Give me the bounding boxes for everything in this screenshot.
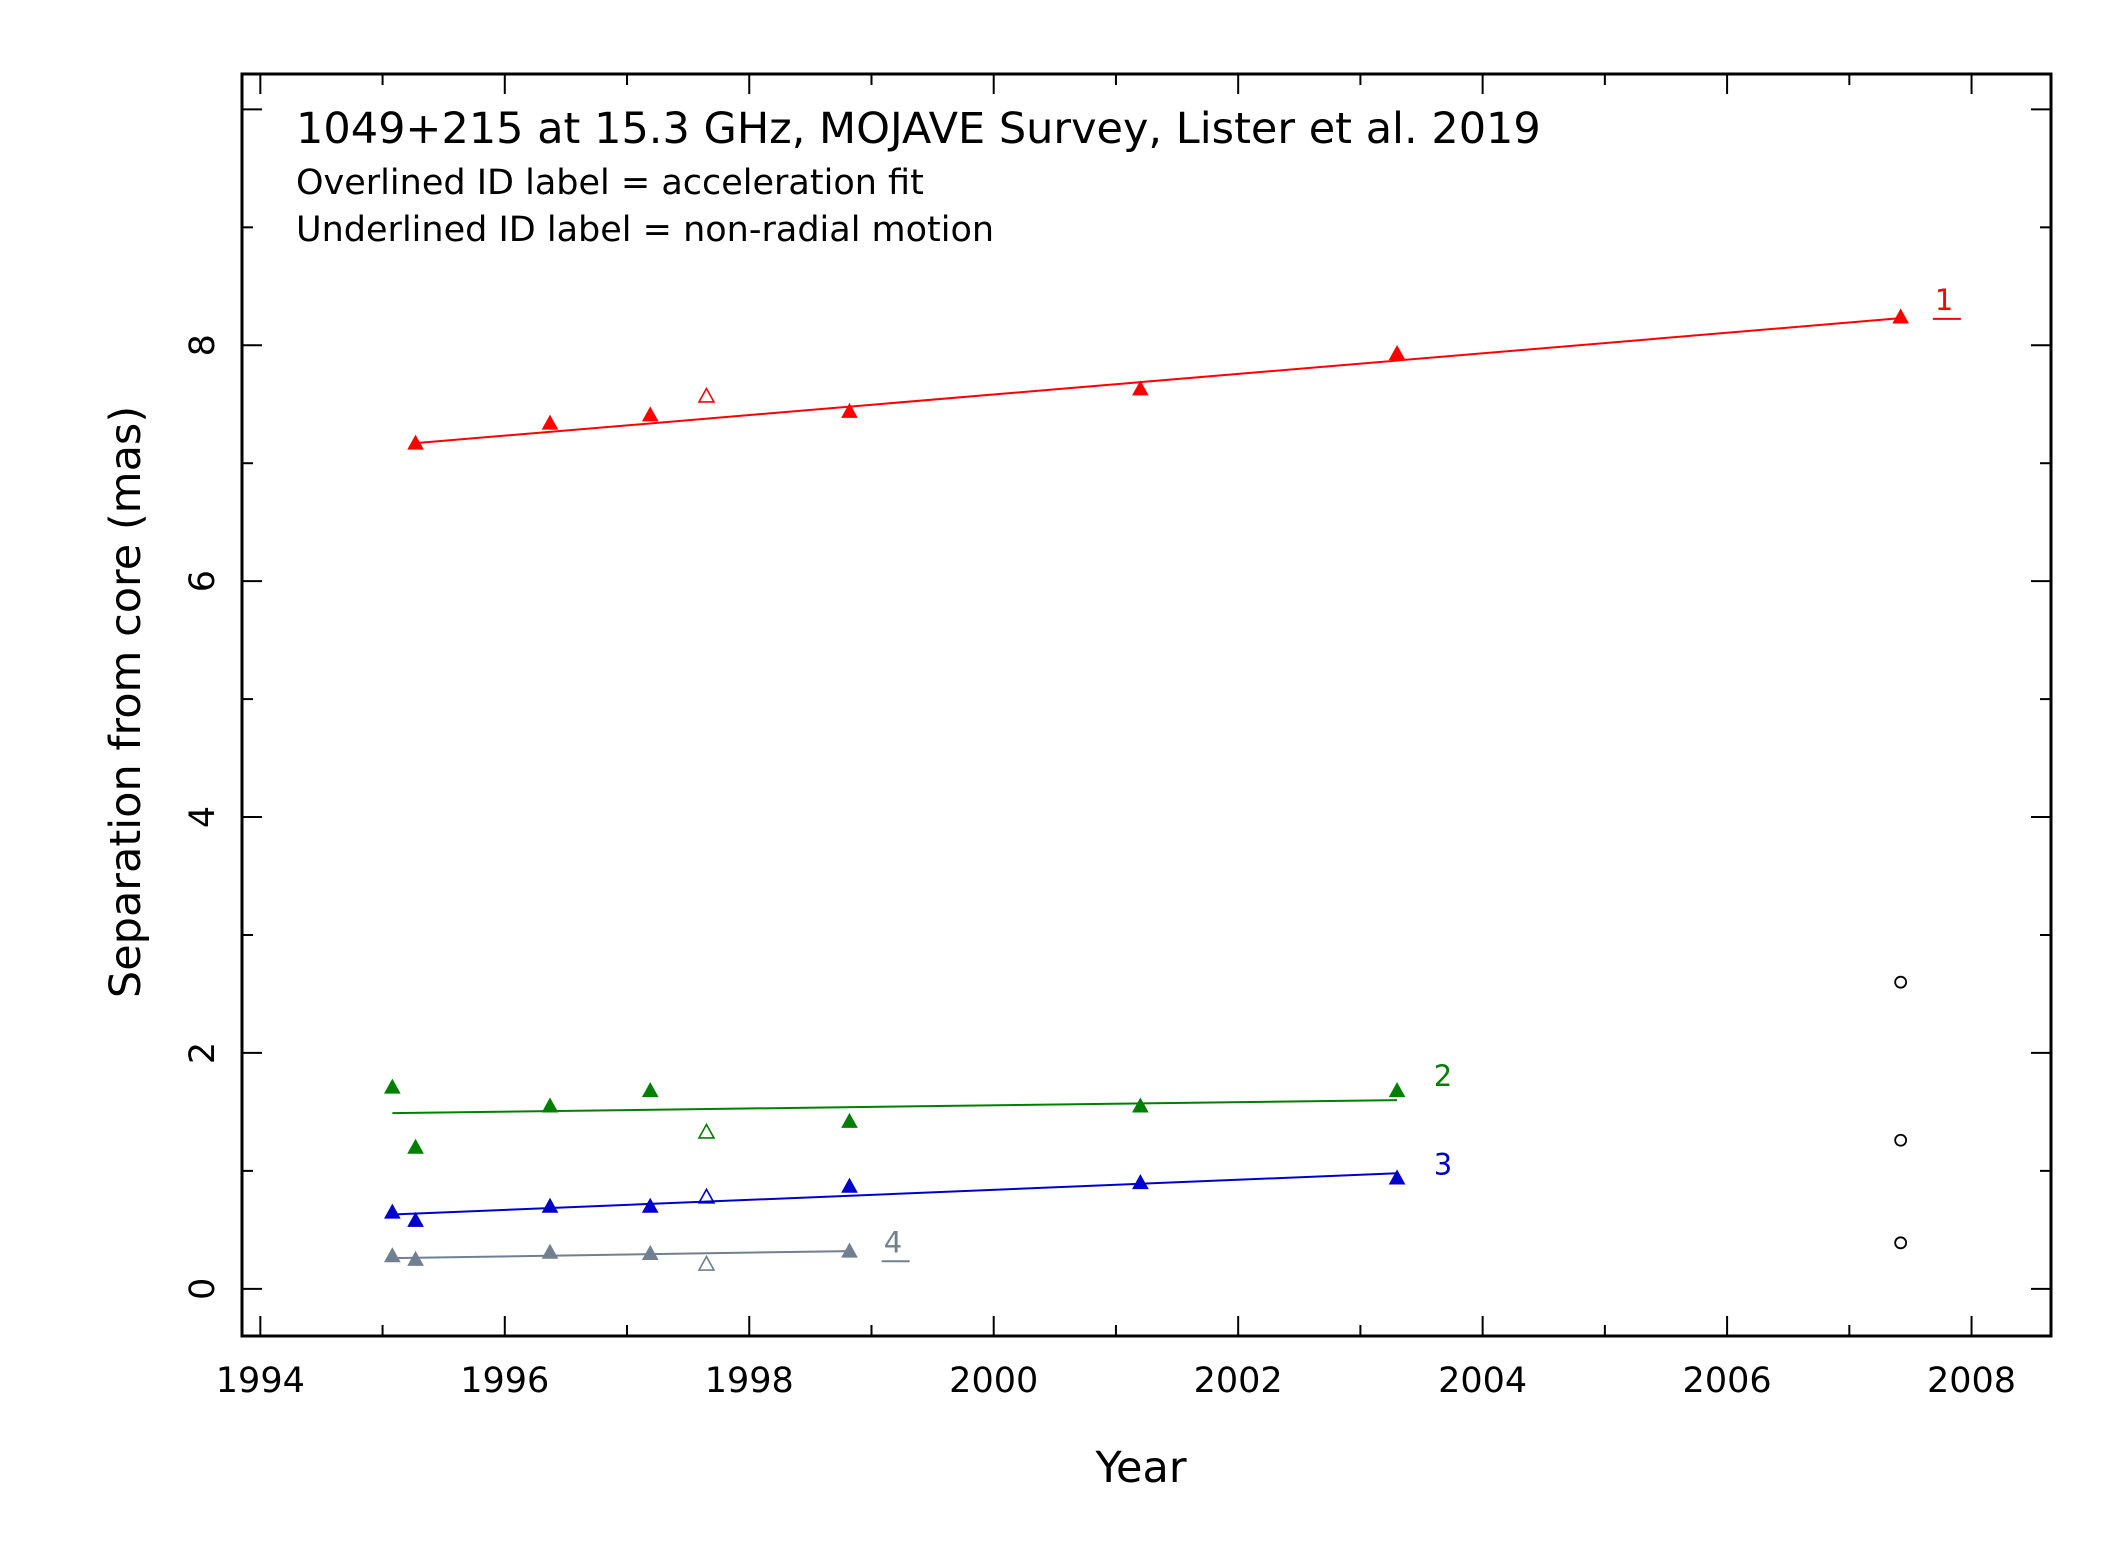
y-tick-label: 4 (183, 806, 223, 828)
data-point-4 (383, 1247, 401, 1263)
data-point-2 (1132, 1097, 1149, 1113)
plot-marks: 1 2 3 4 (383, 283, 1961, 1271)
open-point-1 (697, 386, 716, 403)
x-axis-label: Year (1094, 1443, 1186, 1493)
chart-note-acceleration: Overlined ID label = acceleration fit (296, 163, 924, 203)
data-point-1 (407, 434, 424, 450)
series-4: 4 (383, 1225, 910, 1271)
series-2: 2 (383, 1059, 1452, 1154)
series-1: 1 (407, 283, 1961, 450)
data-point-3 (841, 1177, 858, 1193)
data-point-2 (641, 1082, 659, 1098)
data-point-3 (641, 1197, 659, 1213)
data-point-1 (541, 414, 559, 430)
data-point-2 (383, 1078, 401, 1094)
y-axis-label: Separation from core (mas) (101, 406, 151, 998)
x-tick-label: 1994 (216, 1361, 305, 1401)
chart-title: 1049+215 at 15.3 GHz, MOJAVE Survey, Lis… (296, 104, 1541, 154)
fit-line-2 (392, 1099, 1398, 1115)
fit-line-3 (392, 1172, 1398, 1216)
data-point-1 (841, 402, 858, 418)
x-tick-label: 2002 (1194, 1361, 1283, 1401)
axes: 1994 1996 1998 2000 2002 2004 2006 2008 0 2 4 6 8 (183, 74, 2051, 1401)
unassigned-point (1894, 975, 1908, 989)
chart-note-nonradial: Underlined ID label = non-radial motion (296, 210, 994, 250)
y-tick-label: 2 (183, 1042, 223, 1064)
plot-frame (240, 72, 2053, 1338)
open-point-4 (697, 1254, 716, 1271)
data-point-4 (407, 1250, 424, 1266)
data-point-4 (541, 1243, 559, 1259)
unassigned-point (1894, 1236, 1908, 1250)
data-point-1 (1388, 344, 1406, 361)
fit-line-1 (415, 317, 1901, 445)
data-point-1 (641, 406, 659, 422)
unassigned-point (1894, 1133, 1908, 1147)
series-3: 3 (383, 1147, 1452, 1227)
x-tick-label: 1998 (705, 1361, 794, 1401)
data-point-3 (1132, 1174, 1149, 1190)
y-tick-label: 8 (183, 334, 223, 356)
data-point-3 (407, 1211, 424, 1227)
data-point-2 (541, 1097, 559, 1113)
data-point-4 (641, 1244, 659, 1260)
data-point-3 (541, 1197, 559, 1213)
fit-line-4 (392, 1250, 850, 1260)
x-tick-label: 2008 (1927, 1361, 2016, 1401)
data-point-2 (841, 1112, 858, 1128)
x-tick-label: 2006 (1683, 1361, 1772, 1401)
x-tick-label: 2000 (949, 1361, 1038, 1401)
data-point-2 (1388, 1082, 1406, 1098)
data-point-4 (841, 1242, 858, 1258)
series-label-2: 2 (1434, 1059, 1452, 1093)
data-point-3 (1388, 1169, 1406, 1185)
data-point-1 (1132, 380, 1149, 396)
series-label-3: 3 (1434, 1147, 1452, 1181)
data-point-2 (407, 1138, 424, 1154)
y-tick-label: 0 (183, 1278, 223, 1300)
data-point-3 (383, 1203, 401, 1219)
open-point-3 (697, 1187, 716, 1204)
x-tick-label: 1996 (460, 1361, 549, 1401)
series-label-4: 4 (884, 1225, 902, 1259)
y-tick-label: 6 (183, 570, 223, 592)
series-label-1: 1 (1935, 283, 1953, 317)
data-point-1 (1892, 308, 1910, 324)
open-point-2 (697, 1122, 716, 1139)
x-tick-label: 2004 (1438, 1361, 1527, 1401)
